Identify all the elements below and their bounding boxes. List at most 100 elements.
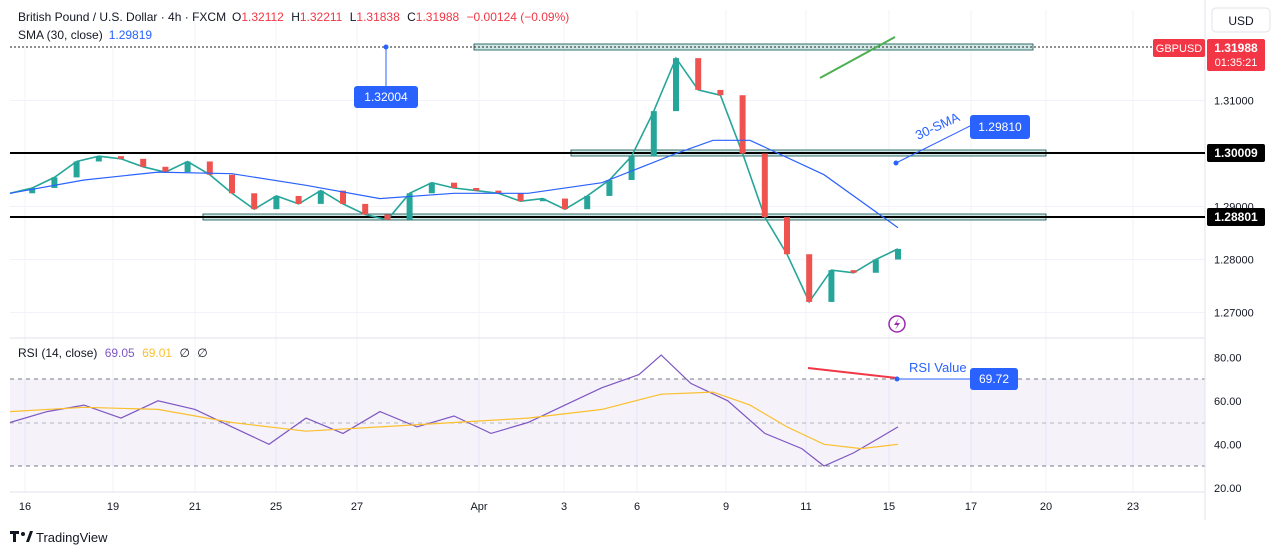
candle xyxy=(73,161,80,178)
rsi-line[interactable] xyxy=(9,354,899,467)
x-tick-label: 11 xyxy=(800,501,811,513)
candle xyxy=(761,153,768,218)
candle xyxy=(806,254,813,302)
candle xyxy=(650,111,657,157)
tradingview-logo-slash xyxy=(26,531,33,542)
x-tick-label: Apr xyxy=(470,501,487,513)
last-price-badge xyxy=(1207,39,1265,71)
price-series-group xyxy=(9,56,901,304)
x-tick-label: 19 xyxy=(107,501,119,513)
price-line[interactable] xyxy=(9,56,899,304)
x-tick-label: 20 xyxy=(1040,501,1052,513)
x-tick-label: 6 xyxy=(634,501,640,513)
callout-anchor-1 xyxy=(383,44,389,50)
rsi-tick-label: 80.00 xyxy=(1214,352,1242,364)
candle xyxy=(828,270,835,302)
sma-line[interactable] xyxy=(9,139,899,229)
rsi-series-group xyxy=(9,354,899,467)
tradingview-logo[interactable]: TradingView xyxy=(10,530,108,545)
candle xyxy=(895,248,901,260)
x-tick-label: 25 xyxy=(270,501,282,513)
candle xyxy=(739,95,746,154)
candle xyxy=(362,203,369,215)
candle xyxy=(517,193,524,202)
sma-callout-box[interactable] xyxy=(970,115,1030,139)
x-tick-label: 17 xyxy=(965,501,977,513)
candle xyxy=(317,190,324,204)
y-tick-label: 1.27000 xyxy=(1214,308,1254,320)
callout-price: 1.32004 xyxy=(364,90,408,104)
rsi-ma-line[interactable] xyxy=(9,391,899,450)
sma-callout-value: 1.29810 xyxy=(978,120,1022,134)
candle xyxy=(206,161,213,175)
candle xyxy=(562,198,568,210)
candle xyxy=(273,195,280,210)
price-trendline[interactable] xyxy=(819,36,896,79)
rsi-callout-value: 69.72 xyxy=(979,372,1009,386)
candle xyxy=(673,58,679,112)
candle xyxy=(51,177,58,188)
candle xyxy=(162,166,169,173)
candle xyxy=(29,187,36,194)
candle xyxy=(406,193,413,220)
candle xyxy=(695,58,702,90)
x-tick-label: 15 xyxy=(883,501,895,513)
currency-button[interactable] xyxy=(1211,7,1271,33)
candle xyxy=(95,156,102,162)
rsi-divergence-line[interactable] xyxy=(807,367,898,379)
axis-labels: 16 19 21 25 27 Apr 3 6 9 11 15 17 20 23 1.27000 1.28000… xyxy=(19,96,1254,513)
rsi-callout-box[interactable] xyxy=(970,368,1018,390)
resistance-zone[interactable] xyxy=(473,43,1034,51)
level-badge-2 xyxy=(1207,208,1265,226)
sma-callout-leader xyxy=(895,125,971,164)
ticker-label: GBPUSD xyxy=(1156,43,1203,55)
candle xyxy=(428,182,435,194)
x-tick-label: 16 xyxy=(19,501,31,513)
level-badge-1-value: 1.30009 xyxy=(1214,146,1258,160)
candle xyxy=(340,190,346,204)
x-tick-label: 3 xyxy=(561,501,567,513)
y-tick-label: 1.31000 xyxy=(1214,96,1254,108)
tradingview-logo-icon xyxy=(10,531,19,542)
candle xyxy=(384,214,391,220)
x-tick-label: 27 xyxy=(351,501,363,513)
candle xyxy=(850,270,857,273)
candle xyxy=(473,187,480,191)
candle xyxy=(495,190,502,194)
y-tick-label: 1.28000 xyxy=(1214,255,1254,267)
candle xyxy=(295,195,302,204)
candle xyxy=(118,156,124,159)
lightning-icon[interactable] xyxy=(888,315,906,333)
candle xyxy=(628,156,635,181)
x-tick-label: 21 xyxy=(189,501,201,513)
x-tick-label: 9 xyxy=(723,501,729,513)
candle xyxy=(872,259,879,273)
candle xyxy=(606,180,613,196)
sma-callout-anchor xyxy=(893,160,899,166)
candle xyxy=(784,217,790,255)
lightning-glyph xyxy=(894,318,900,330)
rsi-label: RSI Value xyxy=(909,360,967,375)
countdown-value: 01:35:21 xyxy=(1215,57,1258,69)
candle xyxy=(451,182,457,188)
candle xyxy=(584,195,591,210)
candle xyxy=(539,198,546,202)
level-badge-1 xyxy=(1207,144,1265,162)
rsi-legend[interactable]: RSI (14, close) 69.05 69.01 ∅ ∅ xyxy=(18,346,208,360)
candle xyxy=(251,193,258,210)
currency-label: USD xyxy=(1228,14,1254,28)
x-tick-label: 23 xyxy=(1127,501,1139,513)
candle xyxy=(140,158,147,167)
callout-price-box[interactable] xyxy=(354,86,418,108)
tradingview-logo-dot xyxy=(21,532,25,536)
sma-legend[interactable]: SMA (30, close) 1.29819 xyxy=(18,28,152,42)
candle xyxy=(229,174,235,194)
rsi-tick-label: 60.00 xyxy=(1214,396,1242,408)
brand-label: TradingView xyxy=(36,530,108,545)
ohlc-values: O1.32112 H1.32211 L1.31838 C1.31988 −0.0… xyxy=(232,10,569,24)
last-price-value: 1.31988 xyxy=(1214,41,1258,55)
rsi-callout-anchor xyxy=(894,376,900,382)
ticker-badge xyxy=(1153,39,1205,57)
